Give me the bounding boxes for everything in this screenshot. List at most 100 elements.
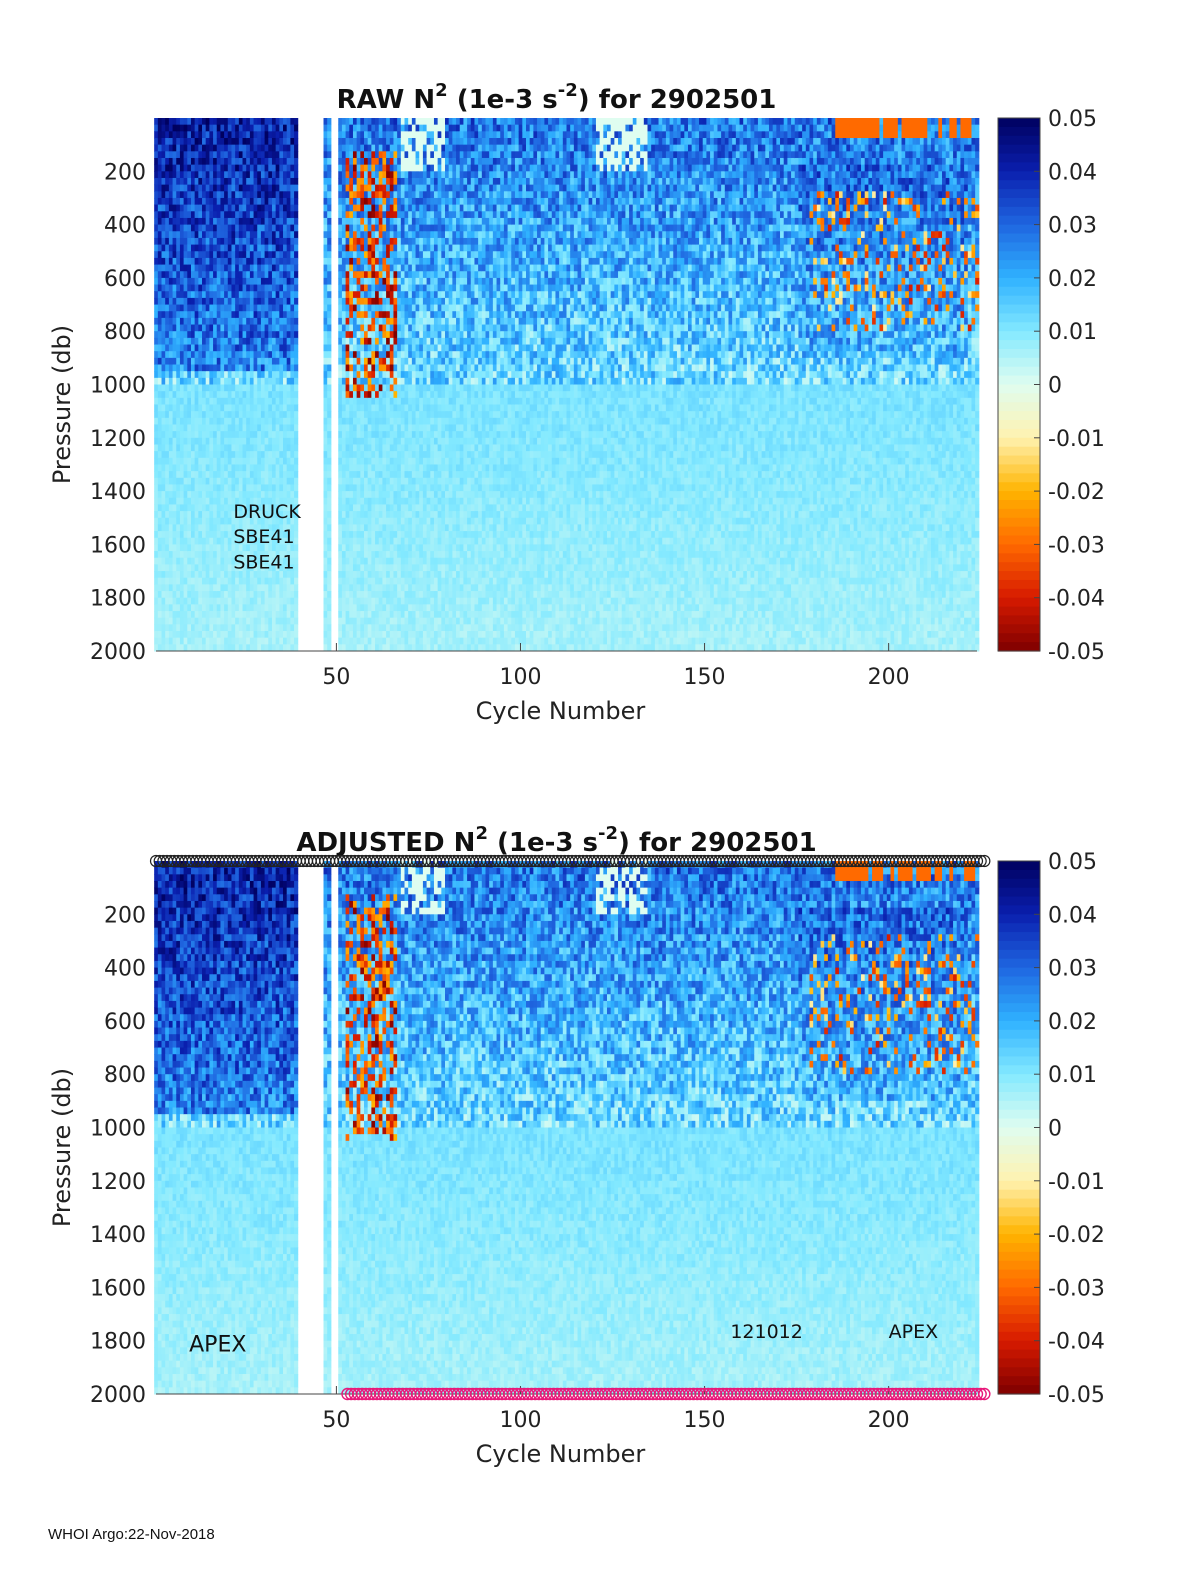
heatmap-cell: [360, 251, 364, 258]
heatmap-cell: [165, 211, 169, 218]
heatmap-cell: [379, 431, 383, 438]
heatmap-cell: [327, 358, 331, 365]
heatmap-cell: [246, 371, 250, 378]
heatmap-cell: [180, 231, 184, 238]
heatmap-cell: [272, 311, 276, 318]
heatmap-cell: [397, 358, 401, 365]
heatmap-cell: [187, 484, 191, 491]
heatmap-cell: [382, 411, 386, 418]
heatmap-cell: [283, 265, 287, 272]
heatmap-cell: [209, 584, 213, 591]
heatmap-cell: [173, 511, 177, 518]
heatmap-cell: [272, 431, 276, 438]
heatmap-cell: [368, 604, 372, 611]
heatmap-cell: [257, 644, 261, 651]
heatmap-cell: [272, 165, 276, 172]
heatmap-cell: [209, 231, 213, 238]
heatmap-cell: [393, 345, 397, 352]
heatmap-cell: [235, 604, 239, 611]
heatmap-cell: [324, 191, 328, 198]
heatmap-cell: [379, 165, 383, 172]
heatmap-cell: [173, 231, 177, 238]
heatmap-cell: [191, 151, 195, 158]
heatmap-cell: [261, 491, 265, 498]
heatmap-cell: [327, 618, 331, 625]
heatmap-cell: [368, 205, 372, 212]
heatmap-cell: [217, 544, 221, 551]
heatmap-cell: [397, 198, 401, 205]
heatmap-cell: [276, 245, 280, 252]
heatmap-cell: [154, 318, 158, 325]
heatmap-cell: [265, 145, 269, 152]
heatmap-cell: [327, 638, 331, 645]
heatmap-cell: [349, 271, 353, 278]
heatmap-cell: [246, 458, 250, 465]
heatmap-cell: [360, 338, 364, 345]
heatmap-cell: [360, 491, 364, 498]
heatmap-cell: [173, 265, 177, 272]
heatmap-cell: [158, 631, 162, 638]
heatmap-cell: [287, 644, 291, 651]
heatmap-cell: [220, 118, 224, 125]
heatmap-cell: [206, 484, 210, 491]
heatmap-cell: [324, 604, 328, 611]
heatmap-cell: [327, 218, 331, 225]
heatmap-cell: [375, 211, 379, 218]
heatmap-cell: [379, 191, 383, 198]
heatmap-cell: [246, 158, 250, 165]
heatmap-cell: [287, 604, 291, 611]
heatmap-cell: [243, 138, 247, 145]
heatmap-cell: [287, 338, 291, 345]
heatmap-cell: [169, 118, 173, 125]
heatmap-cell: [368, 305, 372, 312]
heatmap-cell: [353, 524, 357, 531]
heatmap-cell: [290, 125, 294, 132]
heatmap-cell: [173, 398, 177, 405]
heatmap-cell: [250, 271, 254, 278]
heatmap-cell: [268, 165, 272, 172]
heatmap-cell: [169, 165, 173, 172]
heatmap-cell: [195, 404, 199, 411]
heatmap-cell: [180, 291, 184, 298]
heatmap-cell: [353, 245, 357, 252]
heatmap-cell: [169, 638, 173, 645]
heatmap-cell: [379, 151, 383, 158]
heatmap-cell: [180, 398, 184, 405]
heatmap-cell: [213, 258, 217, 265]
heatmap-cell: [397, 544, 401, 551]
heatmap-cell: [254, 611, 258, 618]
heatmap-cell: [368, 578, 372, 585]
heatmap-cell: [257, 225, 261, 232]
heatmap-cell: [224, 618, 228, 625]
heatmap-cell: [327, 611, 331, 618]
heatmap-cell: [279, 238, 283, 245]
heatmap-cell: [217, 591, 221, 598]
heatmap-cell: [327, 518, 331, 525]
heatmap-cell: [191, 571, 195, 578]
heatmap-cell: [198, 351, 202, 358]
heatmap-cell: [268, 598, 272, 605]
heatmap-cell: [176, 631, 180, 638]
heatmap-cell: [364, 165, 368, 172]
heatmap-cell: [239, 311, 243, 318]
heatmap-cell: [191, 504, 195, 511]
heatmap-cell: [342, 531, 346, 538]
heatmap-cell: [162, 511, 166, 518]
heatmap-cell: [162, 285, 166, 292]
heatmap-cell: [239, 138, 243, 145]
heatmap-cell: [390, 158, 394, 165]
heatmap-cell: [191, 444, 195, 451]
heatmap-cell: [357, 325, 361, 332]
heatmap-cell: [349, 551, 353, 558]
heatmap-cell: [257, 398, 261, 405]
heatmap-cell: [246, 444, 250, 451]
heatmap-cell: [169, 331, 173, 338]
heatmap-cell: [338, 591, 342, 598]
heatmap-cell: [393, 171, 397, 178]
heatmap-cell: [360, 298, 364, 305]
heatmap-cell: [202, 211, 206, 218]
heatmap-cell: [246, 418, 250, 425]
heatmap-cell: [206, 278, 210, 285]
heatmap-cell: [375, 191, 379, 198]
heatmap-cell: [213, 444, 217, 451]
